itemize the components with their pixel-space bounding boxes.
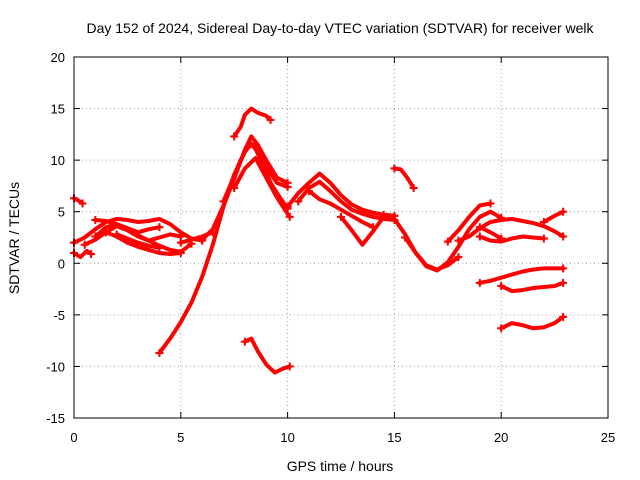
y-tick-label: -10 [46,359,65,374]
series-point [559,278,568,287]
series-arc-late-5 [541,209,566,224]
series-point [155,349,164,358]
series-point [155,223,164,232]
series-arc-mid-4 [339,214,386,247]
series-arc-mid-7 [403,235,461,272]
series-arc-mid-2 [296,179,397,222]
series-point [379,210,388,219]
y-tick-label: 15 [51,102,65,117]
series-point [112,230,121,239]
series-point [443,237,452,246]
x-tick-label: 0 [70,430,77,445]
plot-frame [73,56,609,419]
series-point [497,234,506,243]
series-point [337,212,345,221]
grid [74,57,608,418]
series-point [559,207,568,216]
series-point [230,132,239,141]
series-point [78,199,87,208]
series-arc-mid-6 [381,209,504,273]
series-arc-late-6 [477,266,566,285]
y-tick-label: 10 [51,153,65,168]
y-axis-label: SDTVAR / TECUs [6,182,22,294]
series-point [390,164,399,173]
series-point [486,199,495,208]
series-arc-late-7 [499,280,566,294]
series-point [176,248,185,257]
x-tick-label: 5 [177,430,184,445]
x-tick-label: 25 [601,430,615,445]
series-arc-late-4 [477,225,504,241]
series-point [266,115,275,124]
series-point [475,278,484,287]
series-point [87,250,96,259]
series-arc-mid-3 [307,189,375,230]
series-point [539,218,548,227]
series-arc-early-6 [104,230,183,256]
series-arc-late-3 [477,234,546,244]
series-point [80,240,89,249]
series-arc-early-7 [93,218,162,235]
series-point [283,178,292,187]
series-point [559,312,568,321]
series-arc-rise-4 [232,156,292,219]
series-point [409,183,418,192]
series-point [91,215,100,224]
series-arc-top [232,106,273,139]
series-arc-late-2 [445,201,493,244]
series-point [198,235,207,244]
series-arc-late-1 [456,216,566,243]
y-tick-label: 0 [58,256,65,271]
x-axis-label: GPS time / hours [287,458,394,474]
series-arc-rise-3 [221,142,290,211]
x-tick-label: 10 [280,430,294,445]
series-point [304,187,313,196]
x-tick-label: 20 [494,430,508,445]
series-arc-early-2 [72,248,94,260]
series-point [102,228,111,237]
series-point [454,236,463,245]
series-point [219,197,228,206]
axis-ticks: 0 5 10 15 20 25 -15 -10 -5 0 5 10 15 20 [46,50,615,445]
data-series [70,106,568,375]
series-arc-mid-5 [392,166,416,190]
series-point [454,253,463,262]
series-point [230,183,239,192]
series-arc-rise-2 [200,134,290,242]
series-arc-mid-1 [285,171,397,218]
y-tick-label: 5 [58,205,65,220]
series-point [91,232,100,241]
series-point [475,232,484,241]
series-point [475,223,484,232]
series-arc-late-8 [499,314,566,331]
series-point [176,238,185,247]
series-point [285,362,294,371]
series-point [559,264,568,273]
y-tick-label: 20 [51,50,65,65]
series-point [539,234,548,243]
series-arc-early-8 [114,232,162,250]
series-point [155,243,164,252]
y-tick-label: -15 [46,411,65,426]
series-point [283,202,292,211]
series-point [559,232,568,241]
x-tick-label: 15 [387,430,401,445]
series-arc-early-5 [93,222,194,254]
chart-title: Day 152 of 2024, Sidereal Day-to-day VTE… [86,20,594,36]
series-point [497,281,506,290]
series-point [497,324,506,333]
series-arc-low [242,336,292,375]
series-point [285,212,294,221]
y-tick-label: -5 [53,308,65,323]
series-point [240,337,249,346]
series-arc-early-3 [72,216,205,245]
series-point [401,233,410,242]
series-point [294,197,303,206]
